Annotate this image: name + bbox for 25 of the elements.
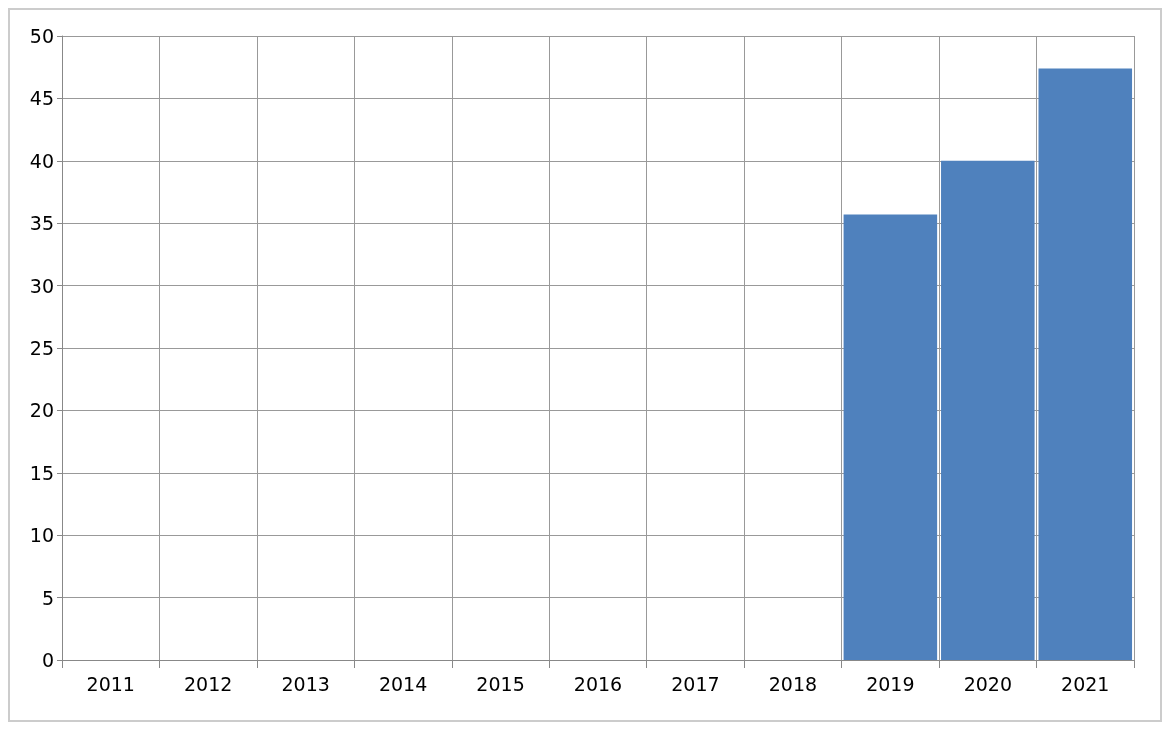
x-tick-label: 2021 — [1061, 672, 1110, 695]
x-tick-label: 2019 — [866, 672, 915, 695]
y-tick-label: 20 — [29, 399, 54, 422]
y-tick-label: 45 — [29, 87, 54, 110]
y-tick-label: 10 — [29, 524, 54, 547]
y-tick-label: 0 — [41, 649, 54, 671]
y-tick-label: 5 — [41, 586, 54, 609]
x-tick-label: 2014 — [378, 672, 428, 695]
bar — [843, 214, 938, 660]
x-tick-label: 2020 — [963, 672, 1012, 695]
y-tick-label: 30 — [29, 274, 54, 297]
y-tick-label: 15 — [29, 461, 54, 484]
y-tick-label: 35 — [29, 212, 54, 235]
x-tick-label: 2013 — [281, 672, 330, 695]
x-tick-label: 2015 — [476, 672, 525, 695]
x-tick-label: 2011 — [86, 672, 135, 695]
x-tick-label: 2017 — [671, 672, 720, 695]
bar — [941, 160, 1035, 660]
y-tick-label: 40 — [29, 149, 54, 172]
bar — [1038, 68, 1133, 660]
x-tick-label: 2016 — [573, 672, 623, 695]
x-tick-label: 2012 — [184, 672, 233, 695]
x-tick-label: 2018 — [768, 672, 818, 695]
y-tick-label: 25 — [29, 337, 54, 359]
y-tick-label: 50 — [29, 25, 54, 47]
